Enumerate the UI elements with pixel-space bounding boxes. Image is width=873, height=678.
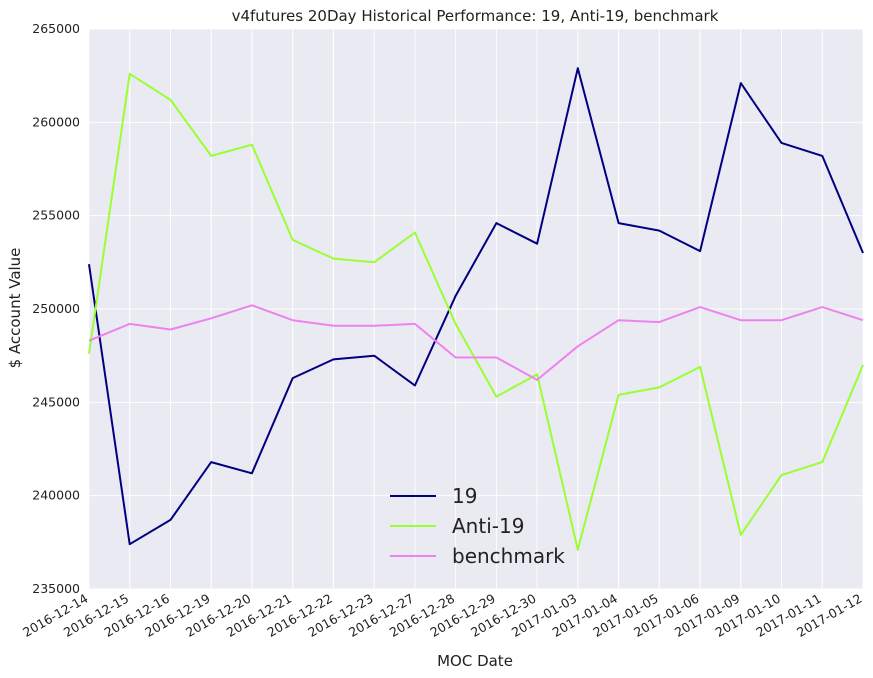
legend-label: benchmark	[452, 544, 565, 568]
legend-label: 19	[452, 484, 477, 508]
y-axis-ticks: 235000 240000 245000 250000 255000 260000 2650…	[32, 21, 80, 596]
gridlines	[88, 28, 864, 590]
chart-title: v4futures 20Day Historical Performance: …	[232, 7, 719, 25]
series-line-anti-19	[88, 72, 864, 551]
legend: 19 Anti-19 benchmark	[390, 484, 565, 568]
y-tick-label: 255000	[32, 208, 80, 223]
y-axis-label: $ Account Value	[6, 248, 24, 369]
series-line-benchmark	[88, 304, 864, 381]
y-tick-label: 265000	[32, 21, 80, 36]
y-tick-label: 240000	[32, 488, 80, 503]
x-axis-ticks: 2016-12-142016-12-152016-12-162016-12-19…	[20, 591, 864, 640]
y-tick-label: 250000	[32, 301, 80, 316]
legend-label: Anti-19	[452, 514, 524, 538]
y-tick-label: 235000	[32, 581, 80, 596]
x-axis-label: MOC Date	[437, 652, 513, 670]
y-tick-label: 260000	[32, 114, 80, 129]
y-tick-label: 245000	[32, 394, 80, 409]
series-lines	[88, 67, 864, 551]
series-line-19	[88, 67, 864, 546]
